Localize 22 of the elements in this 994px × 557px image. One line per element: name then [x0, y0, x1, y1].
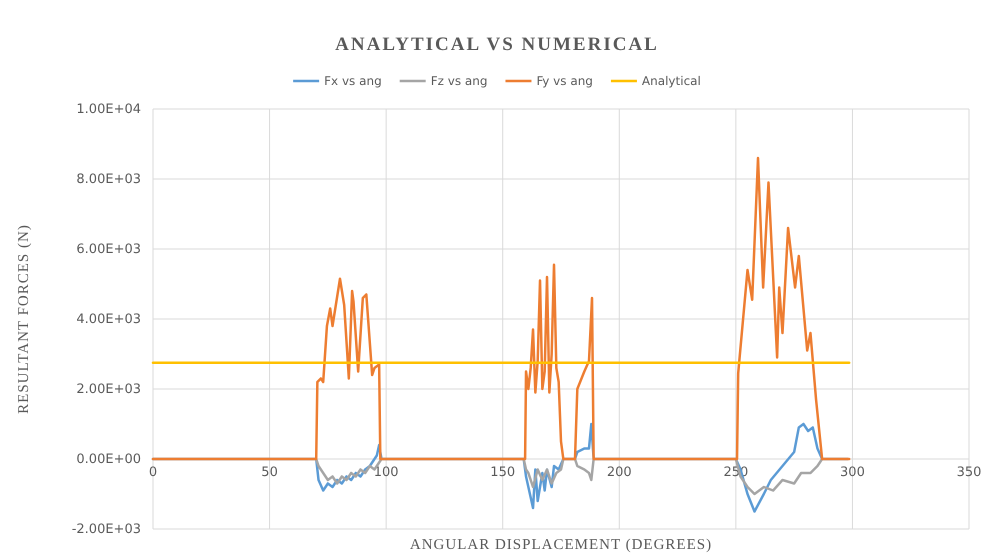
y-tick-label: 4.00E+03 [76, 312, 141, 328]
y-axis-title: RESULTANT FORCES (N) [16, 224, 32, 414]
x-axis-title: ANGULAR DISPLACEMENT (DEGREES) [410, 537, 712, 553]
legend-label: Fy vs ang [536, 74, 593, 88]
x-tick-label: 200 [606, 465, 632, 480]
chart-title: ANALYTICAL VS NUMERICAL [335, 34, 659, 55]
x-tick-label: 100 [374, 465, 399, 480]
x-tick-label: 0 [148, 465, 158, 480]
x-tick-label: 50 [261, 465, 278, 480]
x-tick-label: 300 [840, 465, 865, 480]
y-tick-label: 1.00E+04 [76, 102, 141, 118]
legend-label: Fx vs ang [324, 74, 382, 88]
y-tick-label: 2.00E+03 [76, 382, 141, 398]
line-series [152, 156, 850, 460]
legend-label: Fz vs ang [430, 74, 488, 88]
y-tick-label: 8.00E+03 [76, 172, 141, 188]
y-tick-label: 6.00E+03 [76, 242, 141, 258]
x-tick-label: 150 [490, 465, 516, 480]
y-tick-label: 0.00E+00 [76, 452, 141, 468]
x-tick-label: 350 [956, 465, 982, 480]
y-tick-label: -2.00E+03 [72, 522, 141, 538]
legend-label: Analytical [642, 74, 701, 88]
